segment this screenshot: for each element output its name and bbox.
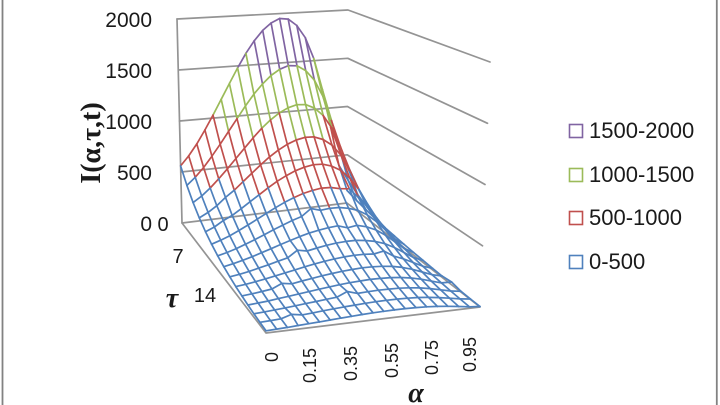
legend-label: 500-1000 (589, 205, 682, 230)
tau-axis-labels: 0 7 14 (157, 214, 216, 307)
value-tick-500: 500 (117, 162, 152, 185)
legend-label: 0-500 (589, 249, 645, 274)
tau-tick-0: 0 (157, 214, 168, 236)
tau-tick-7: 7 (172, 246, 183, 268)
alpha-axis-labels: 0 0.15 0.35 0.55 0.75 0.95 (262, 337, 480, 383)
alpha-tick-015: 0.15 (300, 348, 320, 383)
legend-label: 1500-2000 (589, 118, 694, 143)
tau-tick-14: 14 (194, 285, 216, 307)
tau-axis-title: τ (166, 283, 180, 314)
value-tick-1000: 1000 (105, 111, 152, 134)
legend-swatch (568, 254, 584, 270)
value-axis-labels: 0 500 1000 1500 2000 (105, 9, 152, 236)
value-axis-title: I(α,τ,t) (76, 102, 107, 183)
legend-swatch (568, 123, 584, 139)
value-tick-0: 0 (140, 213, 152, 236)
alpha-tick-0: 0 (262, 352, 282, 362)
alpha-axis-title: α (408, 378, 424, 405)
alpha-tick-055: 0.55 (382, 343, 402, 378)
alpha-tick-035: 0.35 (341, 346, 361, 381)
surface-mesh (179, 17, 481, 332)
value-tick-2000: 2000 (105, 9, 152, 32)
value-tick-1500: 1500 (105, 60, 152, 83)
legend-swatch (568, 167, 584, 183)
legend: 1500-2000 1000-1500 500-1000 0-500 (568, 118, 694, 274)
alpha-tick-075: 0.75 (422, 340, 442, 375)
legend-label: 1000-1500 (589, 162, 694, 187)
legend-swatch (568, 210, 584, 226)
alpha-tick-095: 0.95 (460, 337, 480, 372)
